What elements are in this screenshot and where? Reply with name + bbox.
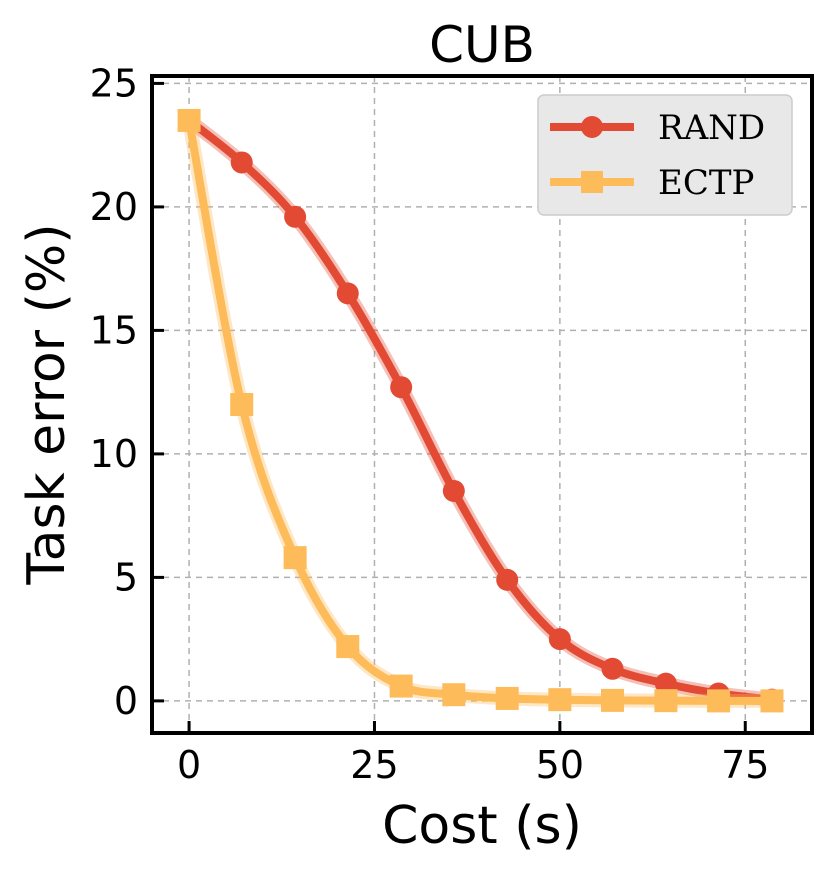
y-tick-label: 25 [90, 61, 138, 105]
data-point-rand [230, 151, 253, 174]
y-tick-label: 10 [90, 432, 138, 476]
data-point-ectp [654, 689, 678, 713]
data-point-ectp [442, 683, 466, 707]
plot-frame [150, 74, 814, 735]
data-point-rand [496, 568, 519, 591]
y-axis-label: Task error (%) [17, 223, 77, 585]
data-point-ectp [760, 689, 784, 713]
data-point-rand [390, 376, 413, 399]
chart-title: CUB [429, 16, 535, 74]
y-tick-label: 5 [114, 555, 138, 599]
data-point-rand [654, 672, 677, 695]
y-tick-label: 20 [90, 185, 138, 229]
data-point-ectp [336, 635, 360, 659]
data-point-ectp [548, 688, 572, 712]
x-tick-label: 25 [350, 743, 398, 787]
data-point-rand [548, 628, 571, 651]
x-tick-label: 50 [536, 743, 584, 787]
y-tick-label: 0 [114, 679, 138, 723]
x-tick-label: 0 [177, 743, 201, 787]
data-point-ectp [389, 674, 413, 698]
y-tick-label: 15 [90, 308, 138, 352]
legend-label-ectp: ECTP [658, 163, 754, 203]
legend: RAND ECTP [537, 94, 793, 216]
legend-marker-rand [581, 116, 603, 138]
data-point-ectp [707, 689, 731, 713]
data-point-rand [284, 205, 307, 228]
x-tick-label: 75 [721, 743, 769, 787]
ticks: 0 25 50 75 0 5 10 15 20 25 [90, 61, 770, 787]
x-axis-label: Cost (s) [382, 796, 582, 856]
data-point-ectp [283, 546, 307, 570]
data-point-rand [442, 479, 465, 502]
legend-marker-ectp [581, 171, 603, 193]
legend-label-rand: RAND [658, 108, 765, 148]
data-point-rand [336, 282, 359, 305]
data-point-ectp [177, 108, 201, 132]
data-point-ectp [601, 688, 625, 712]
data-point-ectp [495, 686, 519, 710]
data-point-rand [601, 657, 624, 680]
series-layer [177, 108, 784, 713]
data-point-ectp [230, 393, 254, 416]
